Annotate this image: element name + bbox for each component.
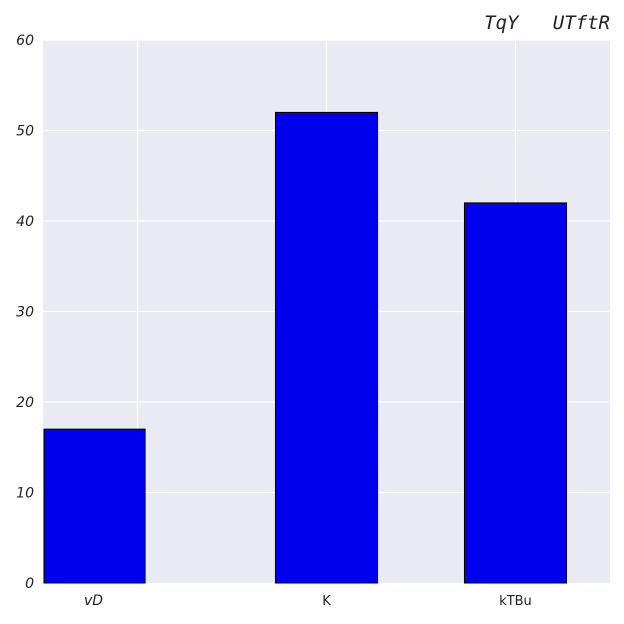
bar-K xyxy=(274,111,379,584)
y-axis-ticks: 0 10 20 30 40 50 60 xyxy=(16,33,34,592)
bar-kTBu xyxy=(463,202,568,584)
y-tick-label: 0 xyxy=(25,576,34,592)
y-tick-label: 50 xyxy=(16,124,34,140)
y-tick-label: 60 xyxy=(16,33,34,49)
x-tick-label: K xyxy=(322,594,331,609)
y-tick-label: 20 xyxy=(16,395,34,411)
y-tick-label: 30 xyxy=(16,305,34,321)
x-tick-label: vD xyxy=(84,593,103,609)
y-tick-label: 40 xyxy=(16,214,34,230)
x-tick-label: kTBu xyxy=(499,594,532,609)
chart-title: TqY UTftR xyxy=(484,12,610,34)
bars xyxy=(43,111,568,584)
y-tick-label: 10 xyxy=(16,486,34,502)
bar-vD xyxy=(43,428,146,584)
